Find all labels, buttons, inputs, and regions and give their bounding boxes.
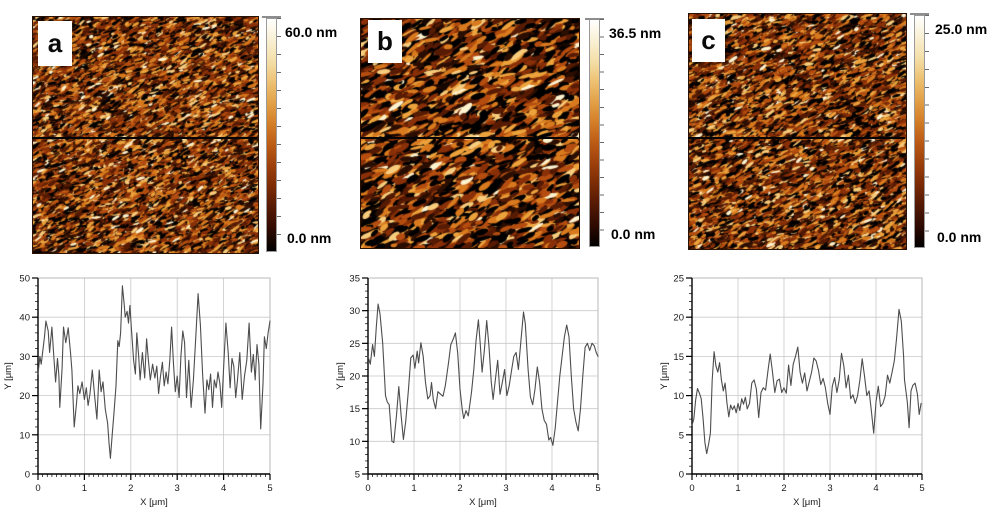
colorbar-max-label-a: 60.0 nm bbox=[285, 24, 338, 40]
svg-text:10: 10 bbox=[349, 437, 360, 448]
svg-text:40: 40 bbox=[19, 313, 30, 324]
svg-text:0: 0 bbox=[679, 470, 684, 481]
svg-text:20: 20 bbox=[349, 372, 360, 383]
panel-label-b: b bbox=[368, 20, 402, 63]
svg-text:3: 3 bbox=[827, 483, 832, 494]
profile-plot-c: 0 1 2 3 4 5 0 5 10 15 20 25 X [μm] Y [μm] bbox=[659, 274, 925, 509]
svg-text:4: 4 bbox=[549, 483, 554, 494]
panel-group-b: b 36.5 nm 0.0 nm bbox=[360, 18, 662, 254]
svg-text:0: 0 bbox=[365, 483, 370, 494]
svg-text:20: 20 bbox=[673, 313, 684, 324]
svg-text:1: 1 bbox=[82, 483, 87, 494]
svg-text:Y [μm]: Y [μm] bbox=[335, 362, 346, 389]
colorbar-cap-c bbox=[910, 13, 929, 15]
height-colorbar-a bbox=[266, 18, 277, 252]
colorbar-max-label-b: 36.5 nm bbox=[609, 25, 662, 41]
svg-text:Y [μm]: Y [μm] bbox=[659, 362, 670, 389]
height-colorbar-b bbox=[589, 19, 600, 247]
svg-text:10: 10 bbox=[673, 391, 684, 402]
panel-label-a: a bbox=[38, 21, 72, 66]
colorbar-cap-a bbox=[262, 16, 281, 18]
line-profile-chart-b: 0 1 2 3 4 5 5 10 15 20 25 30 35 X [μm] Y [μm] bbox=[334, 268, 606, 512]
svg-text:X [μm]: X [μm] bbox=[469, 497, 497, 508]
svg-text:4: 4 bbox=[221, 483, 226, 494]
svg-text:2: 2 bbox=[781, 483, 786, 494]
svg-text:5: 5 bbox=[267, 483, 272, 494]
svg-text:4: 4 bbox=[873, 483, 878, 494]
svg-text:30: 30 bbox=[349, 306, 360, 317]
svg-text:2: 2 bbox=[128, 483, 133, 494]
svg-text:30: 30 bbox=[19, 352, 30, 363]
height-colorbar-c bbox=[914, 15, 925, 248]
colorbar-min-label-a: 0.0 nm bbox=[287, 230, 332, 246]
colorbar-ticks-c bbox=[925, 15, 929, 248]
svg-text:15: 15 bbox=[349, 404, 360, 415]
svg-text:Y [μm]: Y [μm] bbox=[3, 362, 14, 389]
svg-text:3: 3 bbox=[503, 483, 508, 494]
colorbar-cap-b bbox=[585, 18, 604, 20]
panel-letter-b: b bbox=[377, 26, 393, 56]
panel-letter-c: c bbox=[701, 25, 716, 55]
svg-text:5: 5 bbox=[595, 483, 600, 494]
colorbar-min-label-b: 0.0 nm bbox=[611, 226, 656, 242]
svg-text:X [μm]: X [μm] bbox=[793, 497, 821, 508]
svg-text:5: 5 bbox=[679, 430, 684, 441]
svg-text:X [μm]: X [μm] bbox=[140, 497, 168, 508]
svg-text:35: 35 bbox=[349, 274, 360, 285]
svg-text:0: 0 bbox=[689, 483, 694, 494]
afm-topography-image-c bbox=[688, 13, 907, 250]
profile-plot-b: 0 1 2 3 4 5 5 10 15 20 25 30 35 X [μm] Y [μm] bbox=[335, 274, 601, 509]
colorbar-ticks-b bbox=[600, 19, 604, 247]
svg-text:10: 10 bbox=[19, 430, 30, 441]
svg-text:50: 50 bbox=[19, 274, 30, 285]
svg-text:3: 3 bbox=[175, 483, 180, 494]
svg-text:5: 5 bbox=[355, 470, 360, 481]
line-profile-chart-a: 0 1 2 3 4 5 0 10 20 30 40 50 X [μm] Y [μm] bbox=[2, 268, 278, 512]
svg-text:15: 15 bbox=[673, 352, 684, 363]
svg-text:20: 20 bbox=[19, 391, 30, 402]
profile-scan-line-c bbox=[688, 137, 905, 139]
svg-text:25: 25 bbox=[349, 339, 360, 350]
line-profile-chart-c: 0 1 2 3 4 5 0 5 10 15 20 25 X [μm] Y [μm] bbox=[658, 268, 930, 512]
svg-text:0: 0 bbox=[25, 470, 30, 481]
svg-text:25: 25 bbox=[673, 274, 684, 285]
profile-scan-line-b bbox=[360, 137, 578, 139]
svg-text:1: 1 bbox=[735, 483, 740, 494]
panel-group-c: c 25.0 nm 0.0 nm bbox=[688, 13, 997, 253]
panel-letter-a: a bbox=[47, 28, 63, 58]
profile-scan-line-a bbox=[32, 137, 257, 139]
colorbar-max-label-c: 25.0 nm bbox=[935, 21, 988, 37]
svg-text:1: 1 bbox=[411, 483, 416, 494]
colorbar-ticks-a bbox=[277, 18, 281, 252]
panel-group-a: a 60.0 nm 0.0 nm bbox=[32, 16, 337, 256]
colorbar-min-label-c: 0.0 nm bbox=[937, 229, 982, 245]
svg-text:2: 2 bbox=[457, 483, 462, 494]
svg-text:0: 0 bbox=[35, 483, 40, 494]
panel-label-c: c bbox=[692, 19, 725, 62]
svg-text:5: 5 bbox=[919, 483, 924, 494]
